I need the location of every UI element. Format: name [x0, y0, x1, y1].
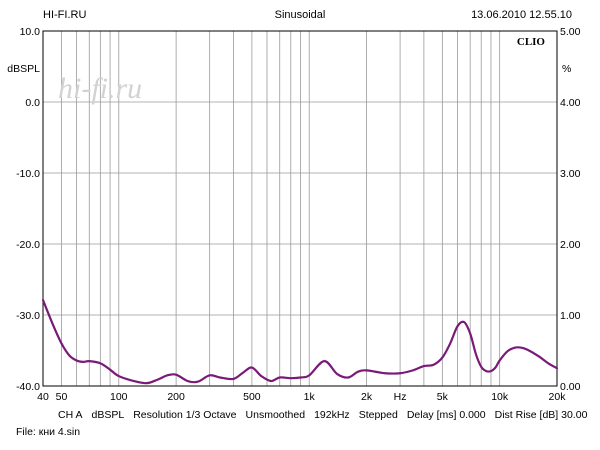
measurement-param: Resolution 1/3 Octave	[133, 409, 237, 421]
brand-label: CLIO	[517, 36, 546, 48]
y-tick-label-right: 0.00	[560, 381, 581, 393]
x-tick-label: 10k	[491, 391, 509, 403]
watermark-logo: hi-fi.ru	[58, 72, 142, 105]
series-line	[41, 298, 559, 385]
measurement-param: dBSPL	[91, 409, 125, 421]
y-tick-label-left: 0.0	[25, 97, 40, 109]
left-axis-unit: dBSPL	[7, 63, 40, 75]
y-tick-label-left: -30.0	[16, 310, 40, 322]
y-tick-label-left: -10.0	[16, 168, 40, 180]
y-tick-label-right: 3.00	[560, 168, 581, 180]
y-tick-label-left: -40.0	[16, 381, 40, 393]
axis-tick-labels: 40 50 100 200 500 1k 2k Hz 5k 10k 20k 10.0 0.0 -10.0 -…	[16, 26, 581, 403]
x-tick-label: 20k	[549, 391, 567, 403]
measurement-param: CH A	[58, 409, 83, 421]
y-tick-label-right: 2.00	[560, 239, 581, 251]
y-tick-label-left: 10.0	[20, 26, 41, 38]
measurement-params: CH A dBSPL Resolution 1/3 Octave Unsmoothed…	[58, 409, 596, 421]
x-tick-label: 100	[110, 391, 128, 403]
x-tick-label: 2k	[361, 391, 373, 403]
header-app-name: HI-FI.RU	[43, 9, 87, 21]
right-axis-unit: %	[562, 63, 571, 75]
x-tick-label: Hz	[394, 391, 407, 403]
measurement-param: Dist Rise [dB] 30.00	[494, 409, 588, 421]
x-tick-label: 5k	[437, 391, 449, 403]
x-tick-label: 50	[56, 391, 68, 403]
x-tick-label: 500	[243, 391, 261, 403]
header-timestamp: 13.06.2010 12.55.10	[471, 9, 572, 21]
measurement-param: Delay [ms] 0.000	[406, 409, 486, 421]
measurement-param: Stepped	[358, 409, 398, 421]
x-tick-label: 200	[167, 391, 185, 403]
header-mode: Sinusoidal	[274, 9, 326, 21]
x-tick-label: 1k	[304, 391, 316, 403]
series-layer	[41, 298, 559, 385]
y-tick-label-right: 4.00	[560, 97, 581, 109]
y-tick-label-right: 1.00	[560, 310, 581, 322]
measurement-param: 192kHz	[314, 409, 350, 421]
measurement-param: Unsmoothed	[245, 409, 306, 421]
x-tick-label: 40	[37, 391, 49, 403]
plot-frame	[42, 30, 558, 387]
y-tick-label-right: 5.00	[560, 26, 581, 38]
y-tick-label-left: -20.0	[16, 239, 40, 251]
file-name: File: кни 4.sin	[16, 426, 81, 438]
grid-lines	[43, 31, 557, 386]
